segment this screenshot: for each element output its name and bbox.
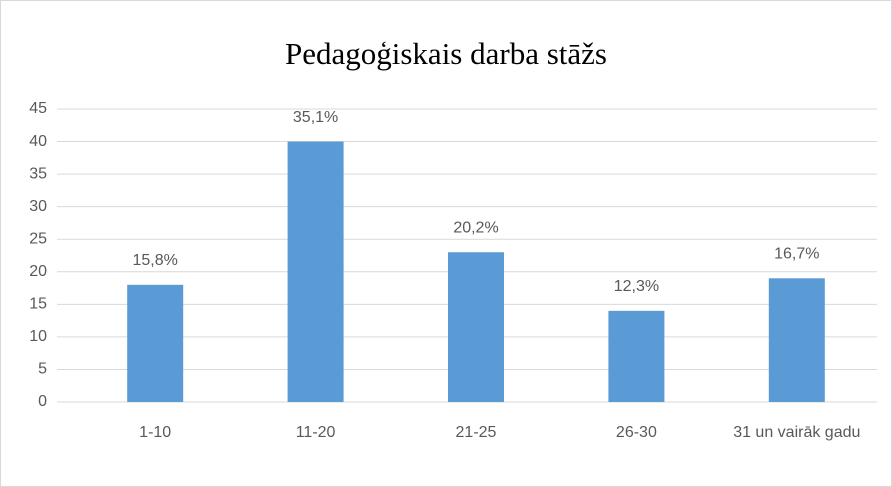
x-tick-label-box: 1-10 [139, 424, 172, 441]
x-tick-label-box: 31 un vairāk gadu [733, 424, 861, 441]
y-tick-label: 30 [29, 198, 47, 215]
x-tick-label-box: 11-20 [295, 424, 336, 441]
y-tick-label: 0 [38, 393, 47, 410]
y-tick-label: 40 [29, 133, 47, 150]
y-tick-label: 15 [29, 296, 47, 313]
y-tick-label: 20 [29, 263, 47, 280]
y-tick-label: 45 [29, 100, 47, 117]
bar [768, 278, 825, 402]
data-label: 16,7% [774, 246, 819, 263]
bar [127, 284, 184, 402]
y-tick-label: 10 [29, 328, 47, 345]
chart-title: Pedagoģiskais darba stāžs [285, 36, 607, 71]
y-tick-label: 35 [29, 165, 47, 182]
data-label: 15,8% [133, 252, 178, 269]
y-tick-label: 5 [38, 361, 47, 378]
x-tick-label: 31 un vairāk gadu [733, 424, 861, 441]
y-tick-label: 25 [29, 230, 47, 247]
data-label: 20,2% [453, 219, 498, 236]
x-tick-label: 21-25 [455, 424, 497, 441]
bar [287, 141, 344, 403]
x-tick-label-box: 21-25 [455, 424, 497, 441]
x-tick-label: 1-10 [139, 424, 172, 441]
data-label: 12,3% [614, 278, 659, 295]
x-tick-label: 11-20 [295, 424, 336, 441]
bar [448, 252, 504, 402]
x-tick-label: 26-30 [615, 424, 657, 441]
x-tick-label-box: 26-30 [615, 424, 657, 441]
data-label: 35,1% [293, 109, 338, 126]
bar [608, 310, 665, 402]
